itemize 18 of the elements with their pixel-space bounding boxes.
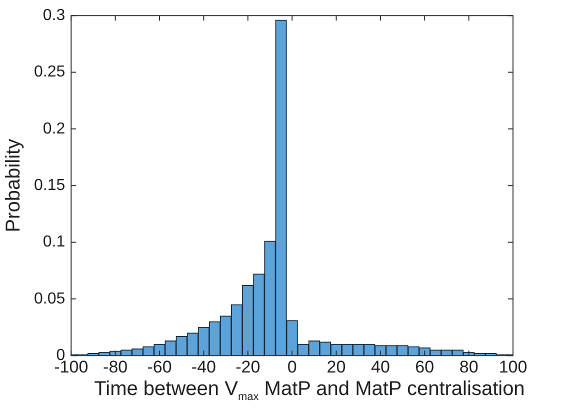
x-tick-label: -40 <box>191 357 216 376</box>
y-tick-label: 0.05 <box>34 290 66 308</box>
x-axis-title: Time between V$_{max}$ MatP and MatP centralisation <box>93 378 526 403</box>
x-tick-label: 40 <box>370 357 390 376</box>
y-tick-label: 0.3 <box>42 7 66 24</box>
x-tick-label: -80 <box>103 357 128 376</box>
x-tick-label: -60 <box>147 357 172 376</box>
y-tick-label: 0.25 <box>34 64 66 81</box>
y-axis-title: Probability <box>2 138 25 232</box>
x-tick-label: 0 <box>287 357 297 376</box>
y-tick-label: 0.1 <box>42 234 66 251</box>
x-tick-label: -20 <box>236 357 260 376</box>
x-tick-label: 100 <box>498 357 528 376</box>
x-tick-label: 60 <box>415 357 434 376</box>
x-tick-label: 80 <box>459 357 478 376</box>
y-tick-label: 0.15 <box>34 177 66 194</box>
y-tick-label: 0.2 <box>42 120 66 138</box>
x-tick-label: 20 <box>326 357 346 376</box>
